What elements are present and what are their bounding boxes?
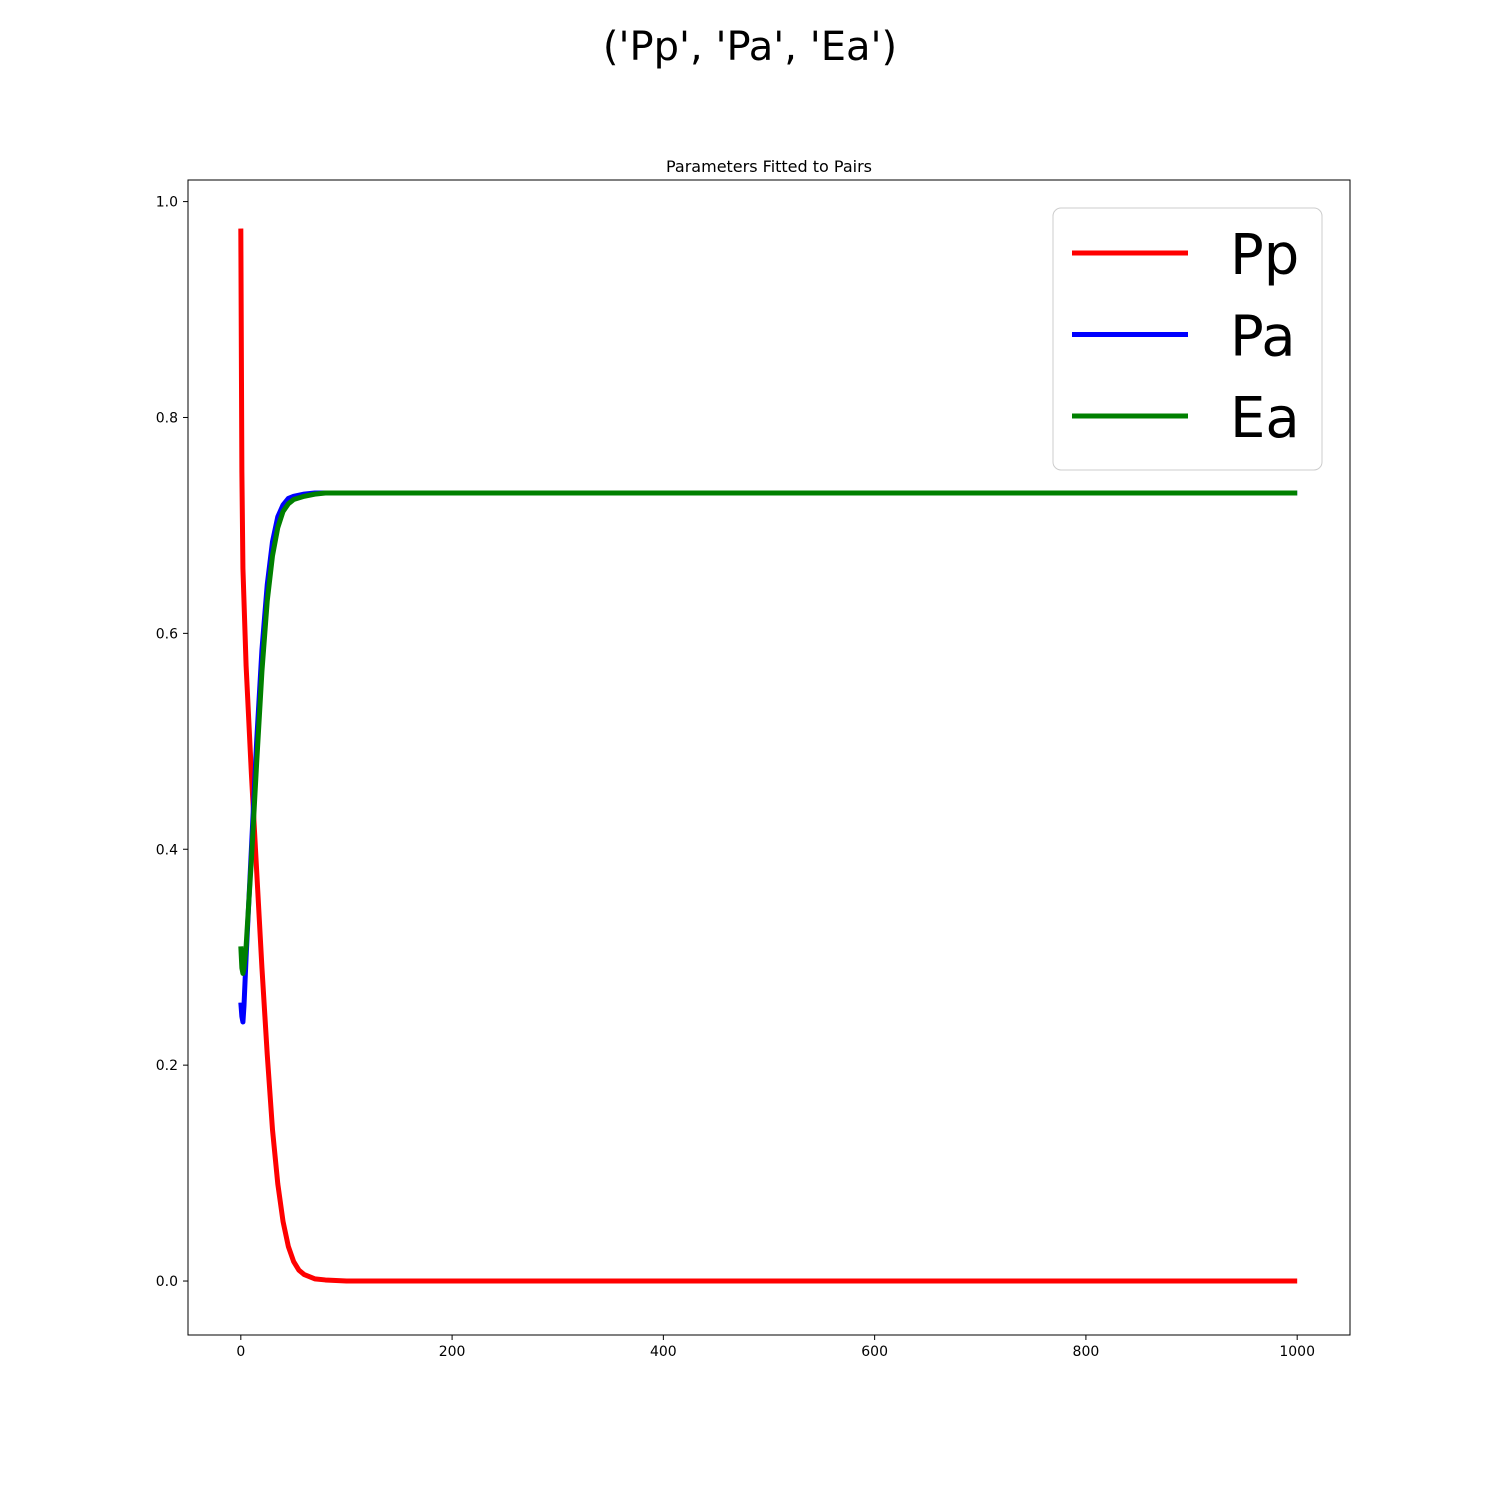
x-tick-label: 1000 [1279, 1344, 1315, 1360]
y-tick-label: 0.0 [156, 1274, 178, 1290]
y-tick-label: 0.4 [156, 842, 178, 858]
series-line-ea [238, 490, 1298, 976]
series-line-pp [238, 228, 1298, 1284]
series-line-pa [238, 490, 1298, 1025]
plot-area-frame [187, 179, 1351, 1336]
x-tick-label: 600 [861, 1344, 888, 1360]
legend-label-pp: Pp [1230, 223, 1299, 288]
legend-frame [1052, 207, 1323, 471]
x-axis: 0 200 400 600 800 1000 [236, 1335, 1315, 1360]
y-tick-label: 0.8 [156, 410, 178, 426]
series-layer [238, 228, 1298, 1284]
x-tick-label: 400 [650, 1344, 677, 1360]
x-tick-label: 0 [236, 1344, 245, 1360]
legend-label-pa: Pa [1230, 305, 1296, 370]
x-tick-label: 800 [1073, 1344, 1100, 1360]
y-axis: 0.0 0.2 0.4 0.6 0.8 1.0 [156, 195, 188, 1290]
chart-title: Parameters Fitted to Pairs [666, 157, 872, 176]
y-tick-label: 1.0 [156, 195, 178, 211]
legend: Pp Pa Ea [1052, 207, 1323, 471]
figure-suptitle: ('Pp', 'Pa', 'Ea') [602, 24, 898, 70]
y-tick-label: 0.6 [156, 626, 178, 642]
legend-label-ea: Ea [1230, 386, 1300, 451]
x-tick-label: 200 [439, 1344, 466, 1360]
y-tick-label: 0.2 [156, 1058, 178, 1074]
